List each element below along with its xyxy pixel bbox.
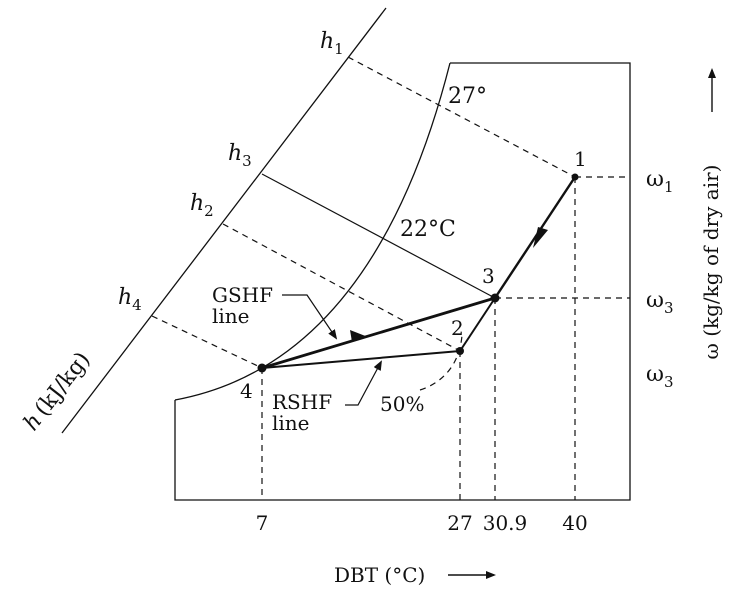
h-axis-title: h(kJ/kg) [19, 348, 96, 436]
state-point-4 [257, 363, 267, 373]
state-point-3 [490, 293, 500, 303]
process-3-2 [459, 297, 496, 352]
rh-50-label: 50% [380, 392, 424, 416]
y-tick-omega3-upper: ω3 [646, 288, 674, 317]
gshf-leader [282, 294, 338, 340]
h1-line [347, 56, 576, 178]
x-tick-7: 7 [256, 511, 269, 535]
gshf-label-line: line [212, 304, 250, 328]
h4-line [151, 315, 263, 369]
rshf-label: RSHF [272, 390, 332, 414]
x-axis-title: DBT (°C) [334, 563, 425, 587]
rshf-process-line [261, 350, 461, 369]
state-label-3: 3 [482, 264, 495, 288]
process-1-3 [493, 176, 577, 299]
h2-line [222, 223, 461, 352]
state-point-1 [571, 173, 579, 181]
rshf-label-line: line [272, 411, 310, 435]
x-tick-40: 40 [562, 511, 587, 535]
wet-bulb-22-label: 22°C [400, 217, 456, 242]
enthalpy-scale-line [61, 7, 387, 434]
saturation-curve [174, 62, 451, 401]
rh-50-curve [419, 334, 463, 391]
state-label-2: 2 [451, 316, 464, 340]
state-label-4: 4 [240, 379, 253, 403]
x-tick-30-9: 30.9 [483, 511, 528, 535]
h3-line [261, 173, 496, 299]
y-tick-omega3-lower: ω3 [646, 362, 674, 391]
gshf-label: GSHF [212, 283, 273, 307]
h3-label: h3 [228, 141, 252, 170]
state-label-1: 1 [574, 147, 587, 171]
chart-frame [174, 62, 631, 501]
arrow-gshf [350, 330, 368, 342]
wet-bulb-27-label: 27° [448, 84, 487, 109]
y-axis-title: ω (kg/kg of dry air) [699, 165, 723, 360]
x-tick-27: 27 [447, 511, 472, 535]
gshf-process-line [261, 296, 496, 370]
h1-label: h1 [320, 29, 344, 58]
h4-label: h4 [118, 285, 142, 314]
h2-label: h2 [190, 191, 214, 220]
y-tick-omega1: ω1 [646, 167, 674, 196]
state-point-2 [456, 347, 464, 355]
rshf-leader [345, 360, 382, 406]
arrow-1-to-3 [533, 227, 548, 248]
